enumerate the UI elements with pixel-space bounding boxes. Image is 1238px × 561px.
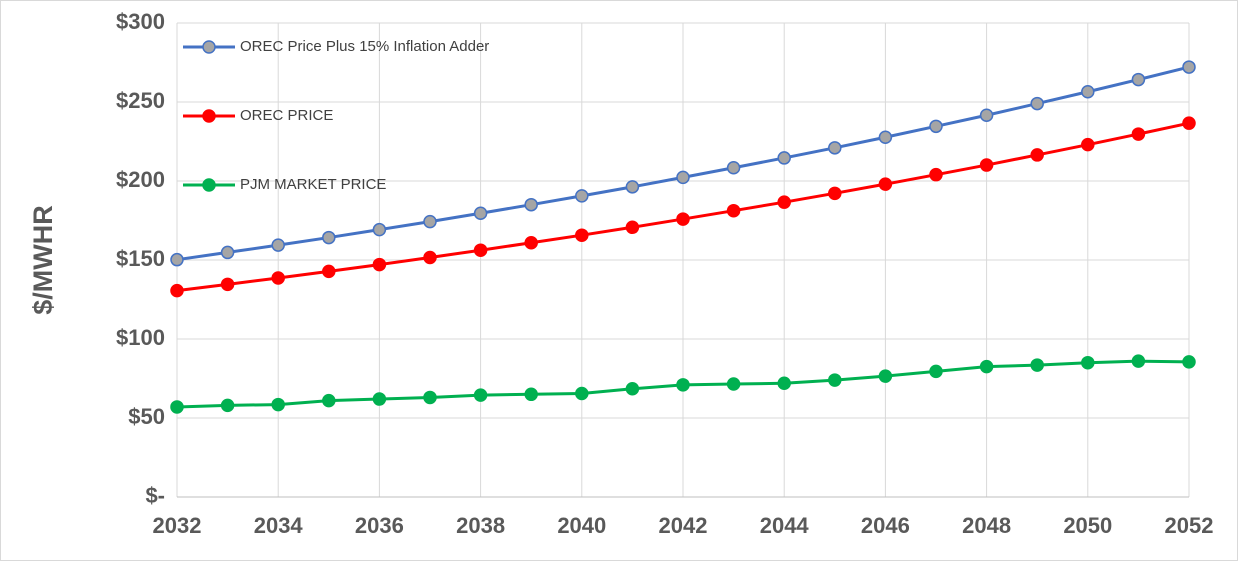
x-tick-label: 2050 — [1063, 513, 1112, 538]
data-point — [575, 189, 589, 203]
data-point — [979, 108, 994, 123]
x-tick-label: 2040 — [557, 513, 606, 538]
data-point — [726, 160, 741, 175]
data-point — [1182, 60, 1196, 74]
data-point — [220, 398, 235, 413]
legend-label: OREC Price Plus 15% Inflation Adder — [240, 38, 489, 55]
data-point — [726, 203, 741, 218]
data-point — [575, 386, 589, 401]
y-tick-label: $100 — [116, 325, 165, 350]
data-point — [1131, 354, 1146, 368]
x-tick-label: 2042 — [659, 513, 708, 538]
x-tick-label: 2046 — [861, 513, 910, 538]
data-point — [979, 359, 994, 374]
data-point — [524, 197, 538, 212]
x-tick-label: 2036 — [355, 513, 404, 538]
y-tick-label: $150 — [116, 246, 165, 271]
data-point — [777, 376, 791, 390]
data-point — [271, 271, 285, 285]
x-tick-label: 2052 — [1165, 513, 1214, 538]
data-point — [676, 212, 690, 226]
data-point — [170, 252, 184, 267]
data-point — [1182, 355, 1196, 369]
data-point — [726, 377, 741, 391]
x-tick-label: 2032 — [153, 513, 202, 538]
data-point — [322, 264, 336, 279]
data-point — [423, 250, 437, 265]
data-point — [271, 397, 285, 412]
data-point — [170, 400, 184, 414]
data-point — [929, 119, 943, 134]
data-point — [878, 369, 893, 383]
data-point — [676, 378, 690, 392]
data-point — [372, 257, 387, 272]
data-point — [1030, 148, 1044, 162]
legend-marker — [202, 178, 216, 192]
data-point — [423, 390, 437, 405]
data-point — [220, 245, 235, 260]
data-point — [777, 195, 791, 209]
data-point — [929, 167, 943, 182]
data-point — [625, 220, 640, 235]
data-point — [1131, 72, 1146, 87]
data-point — [220, 277, 235, 292]
x-tick-label: 2048 — [962, 513, 1011, 538]
legend-label: OREC PRICE — [240, 107, 333, 124]
data-point — [878, 130, 893, 144]
data-point — [828, 373, 842, 387]
data-point — [1030, 96, 1044, 111]
data-point — [1081, 137, 1095, 152]
y-tick-label: $250 — [116, 88, 165, 113]
x-tick-label: 2038 — [456, 513, 505, 538]
data-point — [828, 186, 842, 201]
y-tick-label: $300 — [116, 9, 165, 34]
legend-marker — [202, 40, 216, 54]
y-tick-label: $50 — [128, 404, 165, 429]
x-tick-label: 2034 — [254, 513, 304, 538]
data-point — [1182, 116, 1196, 130]
legend-marker — [202, 109, 216, 123]
data-point — [1081, 84, 1095, 99]
y-axis-title: $/MWHR — [28, 205, 58, 315]
data-point — [372, 222, 387, 237]
data-point — [170, 283, 184, 298]
y-tick-label: $200 — [116, 167, 165, 192]
y-tick-label: $- — [145, 483, 165, 508]
data-point — [625, 382, 640, 396]
legend-label: PJM MARKET PRICE — [240, 176, 386, 193]
data-point — [575, 228, 589, 242]
data-point — [1131, 127, 1146, 141]
data-point — [423, 214, 437, 229]
data-point — [676, 170, 690, 185]
data-point — [777, 151, 791, 165]
data-point — [524, 387, 538, 402]
data-point — [271, 238, 285, 252]
data-point — [372, 392, 387, 406]
data-point — [322, 230, 336, 245]
data-point — [1030, 358, 1044, 372]
data-point — [828, 141, 842, 155]
data-point — [524, 236, 538, 250]
data-point — [1081, 355, 1095, 370]
data-point — [625, 180, 640, 194]
data-point — [322, 393, 336, 408]
data-point — [473, 243, 488, 257]
data-point — [979, 158, 994, 172]
data-point — [929, 364, 943, 379]
data-point — [473, 388, 488, 402]
x-tick-label: 2044 — [760, 513, 810, 538]
data-point — [878, 177, 893, 191]
data-point — [473, 206, 488, 220]
